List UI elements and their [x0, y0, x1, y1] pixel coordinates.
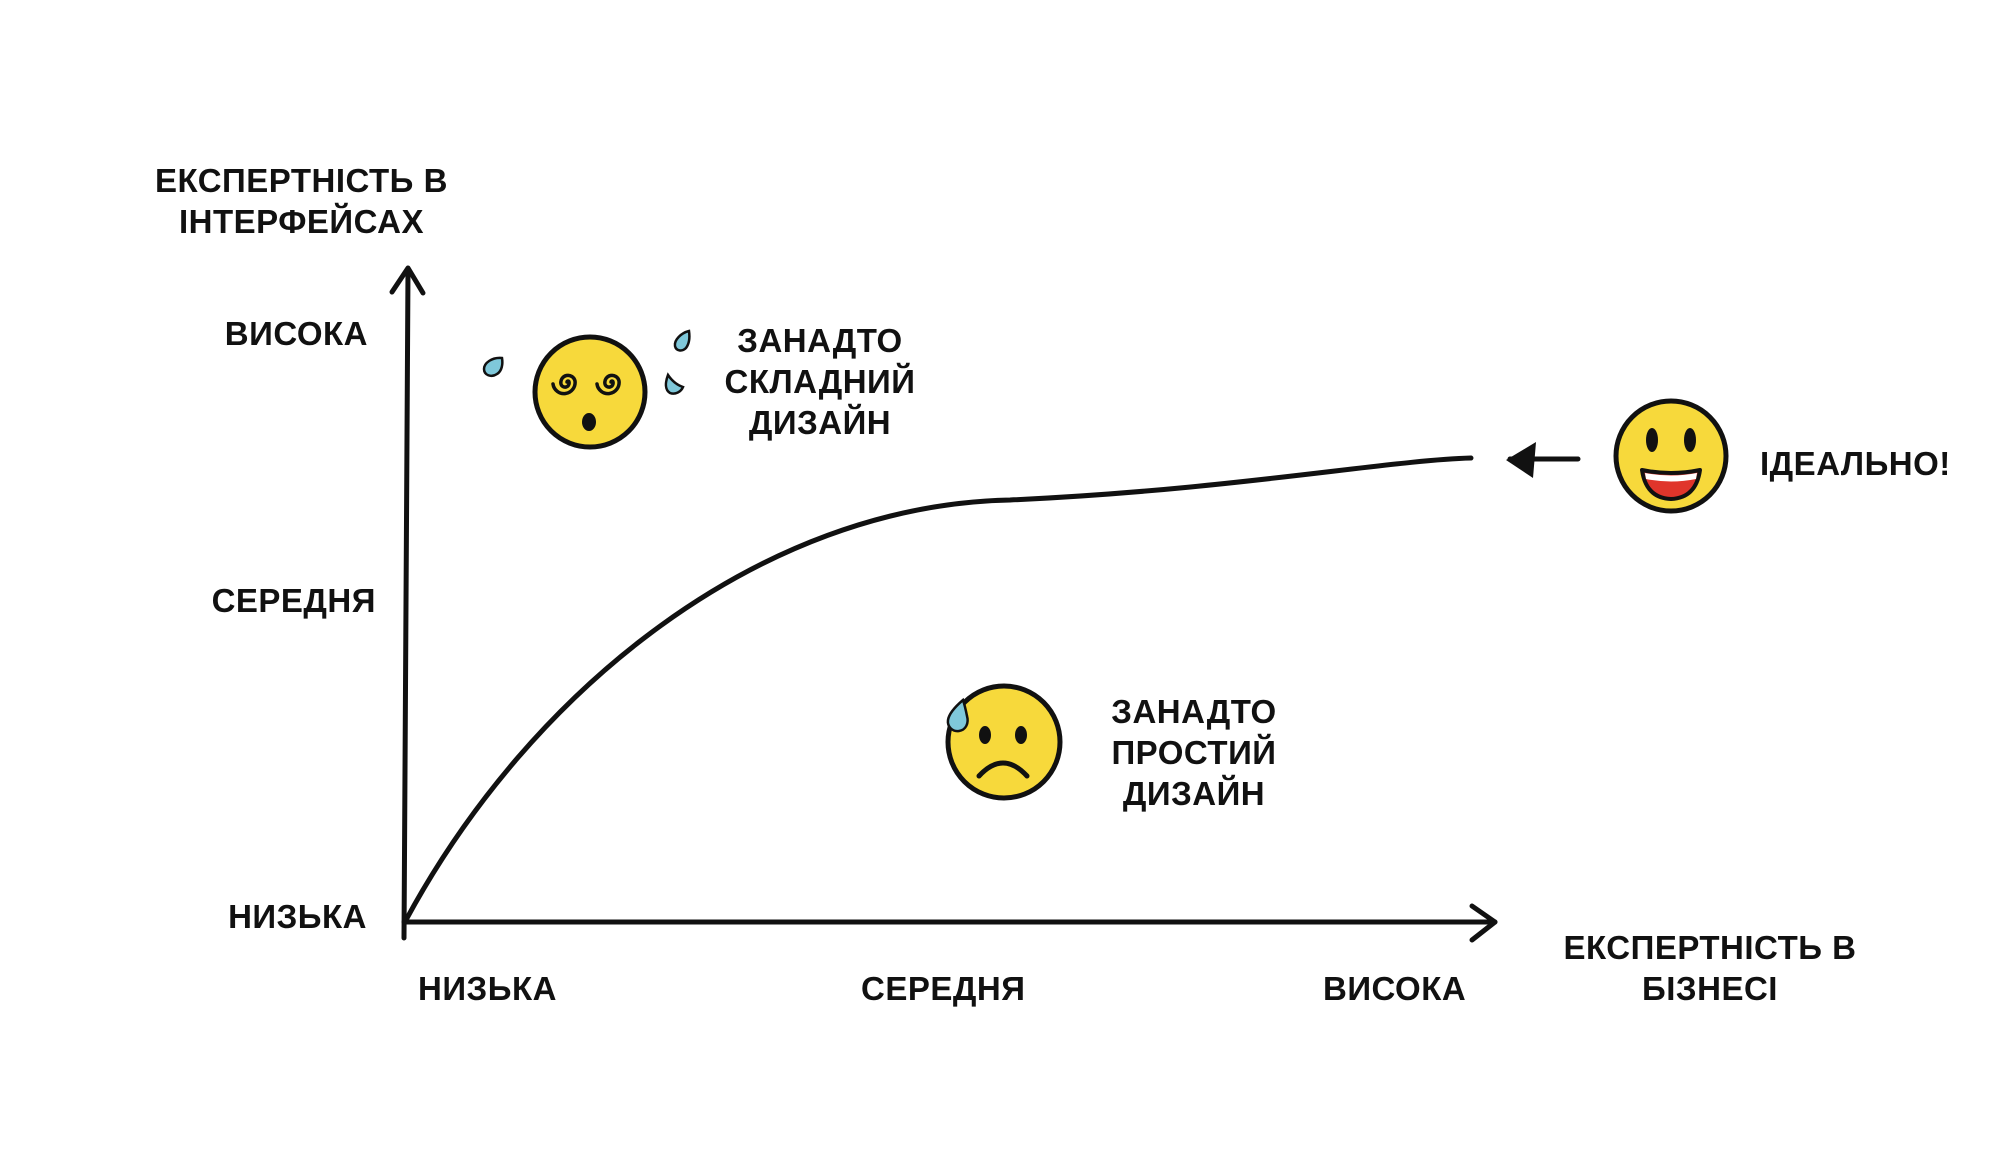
- y-axis-title-line: ЕКСПЕРТНІСТЬ В: [155, 162, 448, 199]
- y-axis-line: [401, 267, 411, 941]
- y-tick-label-medium: СЕРЕДНЯ: [211, 582, 376, 619]
- annotation-line: ЗАНАДТО: [737, 322, 903, 359]
- x-axis-title-line: ЕКСПЕРТНІСТЬ В: [1563, 929, 1857, 966]
- arrow-left-icon: [1506, 442, 1581, 478]
- x-tick-label-low: НИЗЬКА: [418, 970, 557, 1007]
- x-tick-label-medium: СЕРЕДНЯ: [861, 970, 1026, 1007]
- annotation-line: ДИЗАЙН: [1122, 775, 1266, 812]
- y-axis-title-line: ІНТЕРФЕЙСАХ: [179, 203, 424, 240]
- x-tick-label-high: ВИСОКА: [1323, 970, 1467, 1007]
- y-tick-label-low: НИЗЬКА: [228, 898, 367, 935]
- annotation-line: ДИЗАЙН: [748, 404, 892, 441]
- grinning-face-icon: [1613, 398, 1729, 514]
- annotation-line: ЗАНАДТО: [1111, 693, 1277, 730]
- annotation-too-complex: ЗАНАДТО СКЛАДНИЙ ДИЗАЙН: [700, 320, 940, 443]
- expertise-curve: [403, 455, 1474, 923]
- y-axis-title: ЕКСПЕРТНІСТЬ В ІНТЕРФЕЙСАХ: [155, 160, 448, 242]
- x-axis-title-line: БІЗНЕСІ: [1642, 970, 1778, 1007]
- y-axis-arrowhead: [389, 265, 426, 296]
- axes: [389, 265, 1498, 943]
- y-tick-label-high: ВИСОКА: [224, 315, 368, 352]
- annotation-ideal: ІДЕАЛЬНО!: [1760, 445, 1951, 482]
- annotation-too-simple: ЗАНАДТО ПРОСТИЙ ДИЗАЙН: [1074, 691, 1314, 814]
- dizzy-face-icon: [482, 329, 691, 450]
- annotation-line: СКЛАДНИЙ: [724, 363, 916, 400]
- annotation-line: ПРОСТИЙ: [1111, 734, 1277, 771]
- sad-sweat-face-icon: [945, 683, 1063, 801]
- x-axis-title: ЕКСПЕРТНІСТЬ В БІЗНЕСІ: [1545, 927, 1875, 1009]
- x-axis-arrowhead: [1469, 903, 1498, 943]
